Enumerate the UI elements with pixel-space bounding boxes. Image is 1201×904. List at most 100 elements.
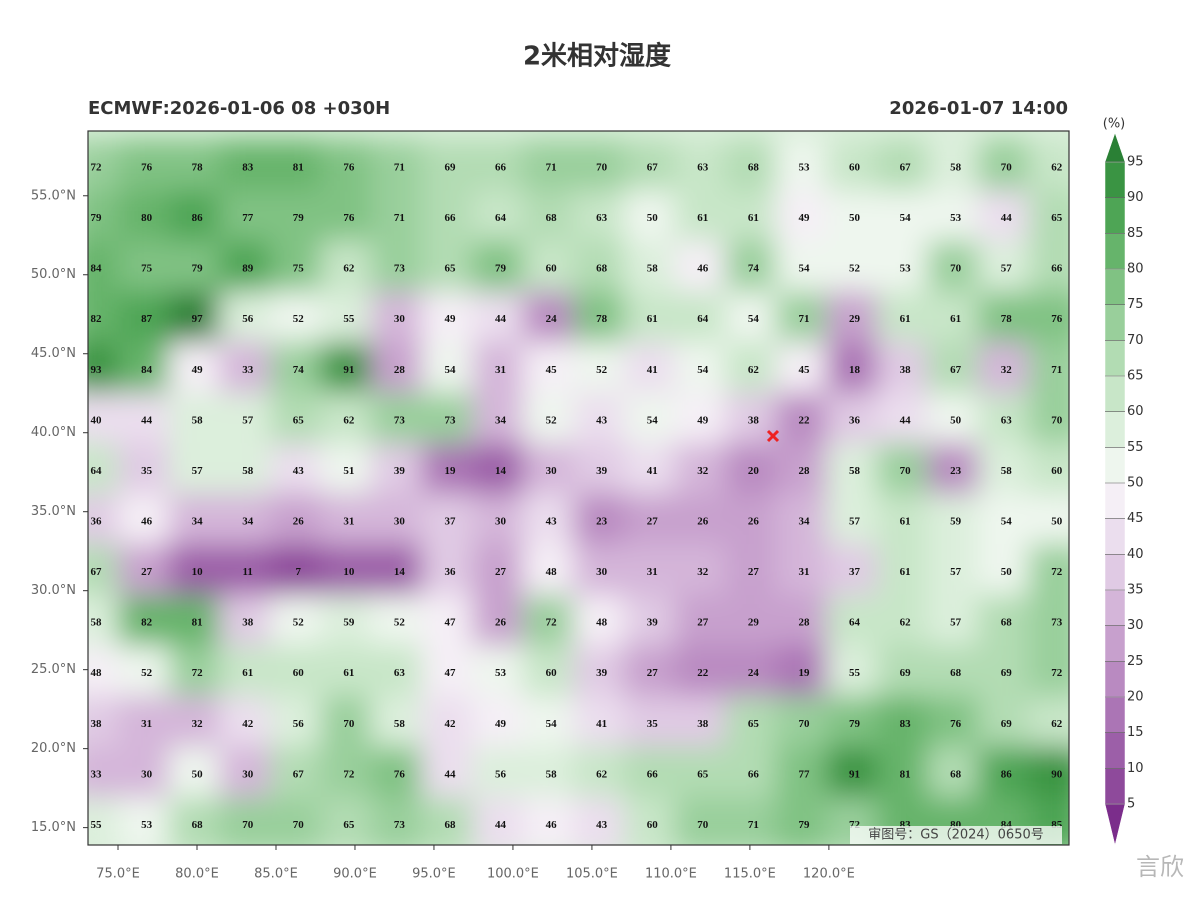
field-cell: [168, 493, 226, 551]
field-cell: [219, 645, 276, 702]
y-tick-label: 35.0°N: [31, 504, 76, 519]
grid-value: 42: [444, 718, 456, 730]
grid-value: 56: [495, 768, 507, 780]
colorbar-label: 20: [1127, 690, 1144, 705]
field-cell: [269, 746, 327, 804]
field-cell: [775, 645, 833, 702]
grid-value: 72: [91, 162, 103, 174]
grid-value: 14: [394, 566, 406, 578]
field-cell: [472, 139, 529, 197]
grid-value: 52: [546, 414, 558, 426]
grid-value: 58: [950, 162, 962, 174]
field-cell: [826, 139, 883, 197]
field-cell: [219, 392, 276, 450]
colorbar-label: 10: [1127, 761, 1144, 776]
grid-value: 86: [192, 212, 204, 224]
grid-value: 49: [798, 212, 810, 224]
field-cell: [219, 443, 276, 500]
field-cell: [320, 797, 378, 845]
grid-value: 47: [444, 667, 456, 679]
grid-value: 53: [495, 667, 507, 679]
field-cell: [876, 240, 934, 298]
grid-value: 58: [647, 263, 659, 275]
field-cell: [219, 594, 276, 652]
y-tick-label: 45.0°N: [31, 346, 76, 361]
grid-value: 71: [798, 313, 809, 325]
grid-value: 65: [293, 414, 305, 426]
field-cell: [371, 594, 428, 652]
approval-bg: [850, 826, 1062, 844]
field-cell: [623, 291, 681, 348]
colorbar-label: 85: [1127, 226, 1144, 241]
grid-value: 19: [444, 465, 456, 477]
grid-value: 46: [546, 819, 558, 831]
colorbar-high: [1104, 132, 1126, 163]
grid-value: 97: [192, 313, 204, 325]
grid-value: 26: [293, 516, 305, 528]
colorbar-segment: [1104, 482, 1126, 519]
field-cell: [725, 544, 782, 601]
field-cell: [775, 291, 833, 348]
grid-value: 61: [697, 212, 708, 224]
field-cell: [775, 392, 833, 450]
x-tick-label: 80.0°E: [175, 867, 219, 882]
grid-value: 72: [343, 768, 355, 780]
colorbar-label: 15: [1127, 725, 1144, 740]
grid-value: 31: [495, 364, 506, 376]
field-cell: [876, 746, 934, 804]
grid-value: 44: [141, 414, 153, 426]
field-cell: [371, 645, 428, 702]
grid-value: 45: [546, 364, 558, 376]
grid-value: 71: [748, 819, 759, 831]
field-cell: [623, 594, 681, 652]
grid-value: 34: [192, 516, 204, 528]
field-cell: [725, 443, 782, 500]
field-cell: [674, 291, 732, 348]
grid-value: 38: [91, 718, 103, 730]
grid-value: 69: [900, 667, 912, 679]
field-cell: [573, 392, 630, 450]
field-cell: [1028, 291, 1069, 348]
field-cell: [725, 139, 782, 197]
grid-value: 76: [950, 718, 962, 730]
field-cell: [775, 544, 833, 601]
colorbar-segment: [1104, 447, 1126, 484]
field-cell: [573, 544, 630, 601]
grid-value: 83: [900, 718, 912, 730]
subtitle-right: 2026-01-07 14:00: [889, 98, 1068, 119]
grid-value: 37: [444, 516, 456, 528]
field-cell: [826, 493, 883, 551]
colorbar-segment: [1104, 375, 1126, 412]
grid-value: 55: [343, 313, 355, 325]
field-cell: [623, 493, 681, 551]
grid-value: 19: [798, 667, 810, 679]
grid-value: 58: [546, 768, 558, 780]
field-cell: [522, 392, 580, 450]
grid-value: 54: [444, 364, 456, 376]
grid-value: 93: [91, 364, 103, 376]
grid-value: 57: [950, 617, 962, 629]
colorbar-segment: [1104, 554, 1126, 591]
field-cell: [118, 645, 175, 702]
field-cell: [522, 746, 580, 804]
field-cell: [623, 443, 681, 500]
grid-value: 68: [950, 768, 962, 780]
grid-value: 73: [394, 414, 406, 426]
grid-value: 36: [91, 516, 103, 528]
grid-value: 70: [596, 162, 608, 174]
field-cell: [118, 139, 175, 197]
grid-value: 32: [1001, 364, 1013, 376]
field-cell: [371, 746, 428, 804]
field-cell: [876, 291, 934, 348]
grid-value: 50: [1001, 566, 1013, 578]
grid-value: 66: [1051, 263, 1063, 275]
grid-value: 60: [546, 263, 558, 275]
grid-value: 91: [849, 768, 860, 780]
field-cell: [472, 392, 529, 450]
field-cell: [88, 190, 125, 247]
field-cell: [522, 645, 580, 702]
field-cell: [674, 797, 732, 845]
field-cell: [88, 544, 125, 601]
field-cell: [320, 695, 378, 753]
map-frame: [87, 130, 1070, 846]
